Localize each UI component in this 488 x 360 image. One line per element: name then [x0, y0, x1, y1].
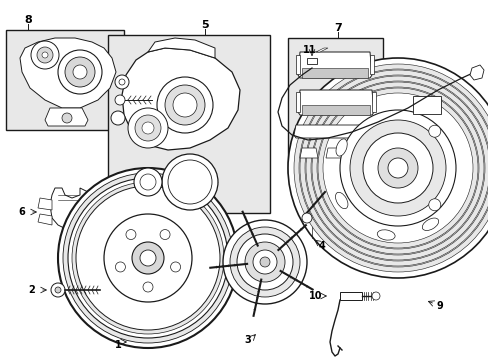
Bar [6, 30, 124, 130]
Polygon shape [38, 198, 52, 210]
Polygon shape [38, 214, 52, 225]
Text: 4: 4 [318, 241, 325, 251]
Wedge shape [299, 70, 488, 266]
Circle shape [58, 50, 102, 94]
Text: 3: 3 [244, 335, 251, 345]
Text: 5: 5 [201, 20, 208, 30]
Wedge shape [317, 88, 477, 248]
Circle shape [229, 227, 299, 297]
Circle shape [72, 182, 224, 334]
Circle shape [244, 242, 285, 282]
Circle shape [104, 214, 192, 302]
Circle shape [237, 234, 292, 290]
Polygon shape [297, 52, 371, 78]
Ellipse shape [422, 218, 438, 230]
Polygon shape [371, 92, 375, 112]
Circle shape [140, 250, 156, 266]
Circle shape [55, 287, 61, 293]
Circle shape [132, 242, 163, 274]
Text: 7: 7 [333, 23, 341, 33]
Polygon shape [293, 125, 377, 138]
Circle shape [362, 133, 432, 203]
Circle shape [135, 115, 161, 141]
Circle shape [168, 160, 212, 204]
Circle shape [63, 173, 232, 343]
Text: 11: 11 [303, 45, 316, 55]
Polygon shape [297, 90, 373, 115]
Text: 1: 1 [114, 340, 121, 350]
Circle shape [140, 174, 156, 190]
Circle shape [371, 292, 379, 300]
Circle shape [302, 213, 311, 223]
Circle shape [160, 230, 170, 239]
Circle shape [134, 168, 162, 196]
Circle shape [164, 85, 204, 125]
Circle shape [428, 125, 440, 137]
Circle shape [128, 108, 168, 148]
Polygon shape [369, 55, 373, 74]
Circle shape [428, 199, 440, 211]
Circle shape [252, 250, 276, 274]
Circle shape [115, 95, 125, 105]
Text: 10: 10 [308, 291, 322, 301]
Circle shape [42, 52, 48, 58]
Polygon shape [295, 92, 299, 112]
Text: 8: 8 [24, 15, 32, 25]
Wedge shape [293, 64, 488, 272]
Polygon shape [315, 48, 327, 52]
Polygon shape [469, 65, 483, 80]
Polygon shape [299, 148, 317, 158]
Polygon shape [148, 38, 215, 58]
Circle shape [37, 47, 53, 63]
Wedge shape [311, 82, 483, 254]
Circle shape [173, 93, 197, 117]
Circle shape [51, 283, 65, 297]
Bar [108, 35, 269, 213]
Circle shape [349, 120, 445, 216]
Ellipse shape [335, 192, 347, 209]
Wedge shape [305, 76, 488, 260]
Polygon shape [302, 105, 369, 115]
Circle shape [377, 148, 417, 188]
Polygon shape [122, 48, 240, 150]
Circle shape [339, 110, 455, 226]
Circle shape [115, 262, 125, 272]
Circle shape [126, 230, 136, 239]
Circle shape [260, 257, 269, 267]
Circle shape [170, 262, 180, 272]
Circle shape [65, 57, 95, 87]
Polygon shape [50, 188, 92, 230]
Polygon shape [349, 148, 369, 158]
Polygon shape [302, 68, 367, 78]
Circle shape [387, 158, 407, 178]
Circle shape [162, 154, 218, 210]
Ellipse shape [335, 139, 346, 156]
Polygon shape [295, 55, 299, 74]
Circle shape [31, 41, 59, 69]
Circle shape [58, 168, 238, 348]
Circle shape [119, 79, 125, 85]
Circle shape [76, 186, 220, 330]
Bar [412, 96, 440, 114]
Bar [287, 38, 382, 173]
Circle shape [223, 220, 306, 304]
Circle shape [142, 282, 153, 292]
Circle shape [115, 75, 129, 89]
Polygon shape [20, 38, 116, 108]
Circle shape [73, 65, 87, 79]
Ellipse shape [377, 230, 394, 240]
Circle shape [111, 111, 125, 125]
Text: 6: 6 [19, 207, 25, 217]
Bar [339, 292, 361, 300]
Circle shape [157, 77, 213, 133]
Polygon shape [325, 148, 343, 158]
Text: 2: 2 [29, 285, 35, 295]
Circle shape [62, 113, 72, 123]
Polygon shape [45, 108, 88, 126]
Wedge shape [287, 58, 488, 278]
Circle shape [142, 122, 154, 134]
Text: 9: 9 [436, 301, 443, 311]
Bar [306, 58, 316, 64]
Circle shape [68, 178, 227, 338]
